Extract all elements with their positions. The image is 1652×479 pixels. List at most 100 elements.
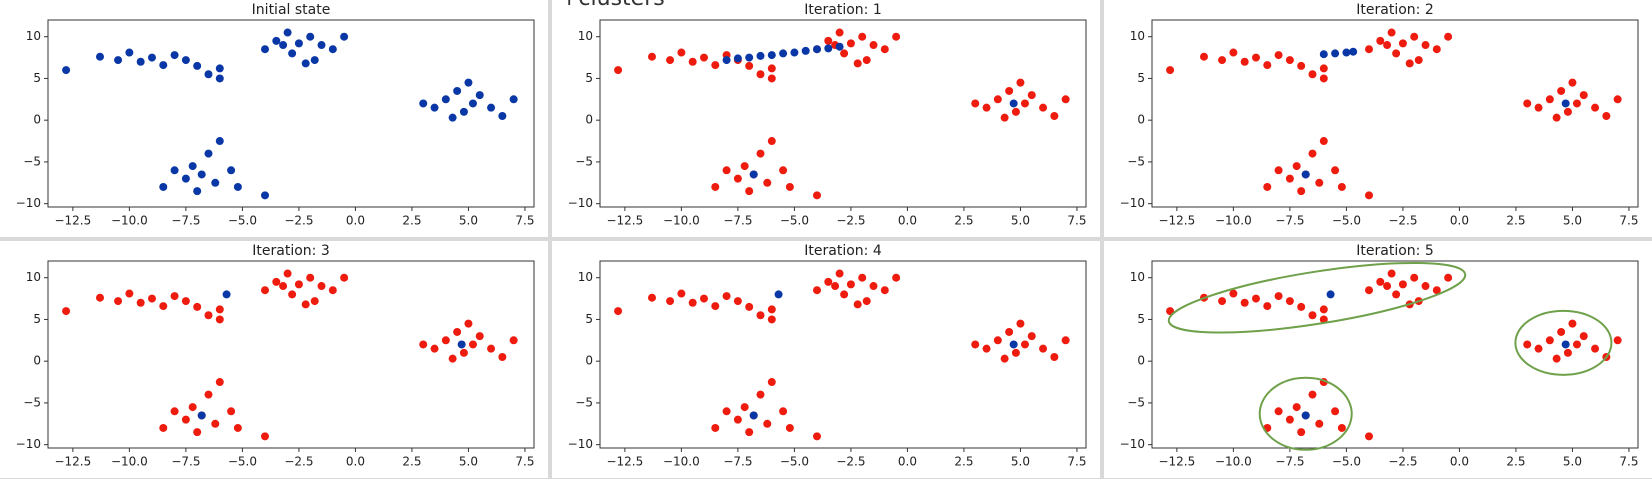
point xyxy=(197,411,206,420)
point xyxy=(677,289,686,298)
point xyxy=(1563,348,1572,357)
x-tick-label: −2.5 xyxy=(1388,214,1417,228)
point xyxy=(1365,45,1374,54)
point xyxy=(733,54,742,63)
point xyxy=(181,415,190,424)
point xyxy=(1613,336,1622,345)
x-tick-label: 2.5 xyxy=(954,214,973,228)
point xyxy=(756,70,765,79)
chart-panel: Iteration: 3 −12.5 −10.0 −7.5 −5.0 −2.5 0.0 2.5… xyxy=(0,241,548,478)
y-tick-label: −5 xyxy=(1127,395,1145,409)
point xyxy=(509,336,518,345)
y-tick-label: −5 xyxy=(575,395,593,409)
point xyxy=(1251,53,1260,62)
point xyxy=(448,354,457,363)
point xyxy=(1240,298,1249,307)
point xyxy=(159,182,168,191)
point xyxy=(1579,91,1588,100)
point xyxy=(1432,286,1441,295)
point xyxy=(813,45,822,54)
x-tick-label: 7.5 xyxy=(515,455,534,469)
point xyxy=(677,48,686,57)
y-tick-label: −10 xyxy=(1120,196,1145,210)
point xyxy=(294,39,303,48)
point xyxy=(1005,327,1014,336)
plot-frame xyxy=(599,19,1087,208)
point xyxy=(261,432,270,441)
point xyxy=(1534,344,1543,353)
point xyxy=(1229,289,1238,298)
point xyxy=(453,86,462,95)
point xyxy=(283,269,292,278)
point xyxy=(468,99,477,108)
point xyxy=(647,293,656,302)
point xyxy=(1561,340,1570,349)
point xyxy=(1308,70,1317,79)
point xyxy=(1016,319,1025,328)
point xyxy=(1039,103,1048,112)
point xyxy=(711,302,720,311)
point xyxy=(159,61,168,70)
chart-title: Iteration: 5 xyxy=(1356,243,1433,259)
point xyxy=(1572,99,1581,108)
x-tick-label: −7.5 xyxy=(171,455,200,469)
point xyxy=(1319,74,1328,83)
point xyxy=(1285,415,1294,424)
chart-title: Iteration: 1 xyxy=(804,2,881,18)
point xyxy=(288,49,297,58)
y-tick-label: −10 xyxy=(16,196,41,210)
point xyxy=(1016,78,1025,87)
x-tick-label: 0.0 xyxy=(898,214,917,228)
point xyxy=(745,53,754,62)
point xyxy=(971,99,980,108)
point xyxy=(740,403,749,412)
x-tick-label: 0.0 xyxy=(346,214,365,228)
point xyxy=(1337,423,1346,432)
point xyxy=(1337,182,1346,191)
point xyxy=(475,332,484,341)
x-tick-label: 5.0 xyxy=(1011,455,1030,469)
point xyxy=(767,378,776,387)
point xyxy=(993,336,1002,345)
point xyxy=(1274,407,1283,416)
point xyxy=(1552,354,1561,363)
point xyxy=(1376,36,1385,45)
x-tick-label: −2.5 xyxy=(284,214,313,228)
point xyxy=(699,294,708,303)
point xyxy=(279,282,288,291)
point xyxy=(779,49,788,58)
y-tick-label: 10 xyxy=(1130,270,1145,284)
point xyxy=(215,315,224,324)
x-tick-label: 0.0 xyxy=(1450,214,1469,228)
point xyxy=(317,41,326,50)
point xyxy=(261,191,270,200)
point xyxy=(688,57,697,66)
x-tick-label: −10.0 xyxy=(1215,455,1252,469)
point xyxy=(767,137,776,146)
point xyxy=(136,57,145,66)
point xyxy=(774,290,783,299)
point xyxy=(487,103,496,112)
point xyxy=(756,311,765,320)
point xyxy=(306,32,315,41)
x-tick-label: −12.5 xyxy=(54,214,91,228)
x-tick-label: −2.5 xyxy=(836,214,865,228)
point xyxy=(340,32,349,41)
x-tick-label: 5.0 xyxy=(459,214,478,228)
point xyxy=(722,56,731,65)
point xyxy=(1061,336,1070,345)
point xyxy=(222,290,231,299)
point xyxy=(853,59,862,68)
point xyxy=(971,340,980,349)
x-tick-label: 2.5 xyxy=(402,214,421,228)
point xyxy=(1240,57,1249,66)
point xyxy=(1568,319,1577,328)
point xyxy=(1392,290,1401,299)
point xyxy=(441,336,450,345)
x-tick-label: −5.0 xyxy=(780,455,809,469)
point xyxy=(170,51,179,60)
point xyxy=(840,49,849,58)
point xyxy=(1376,277,1385,286)
point xyxy=(745,302,754,311)
